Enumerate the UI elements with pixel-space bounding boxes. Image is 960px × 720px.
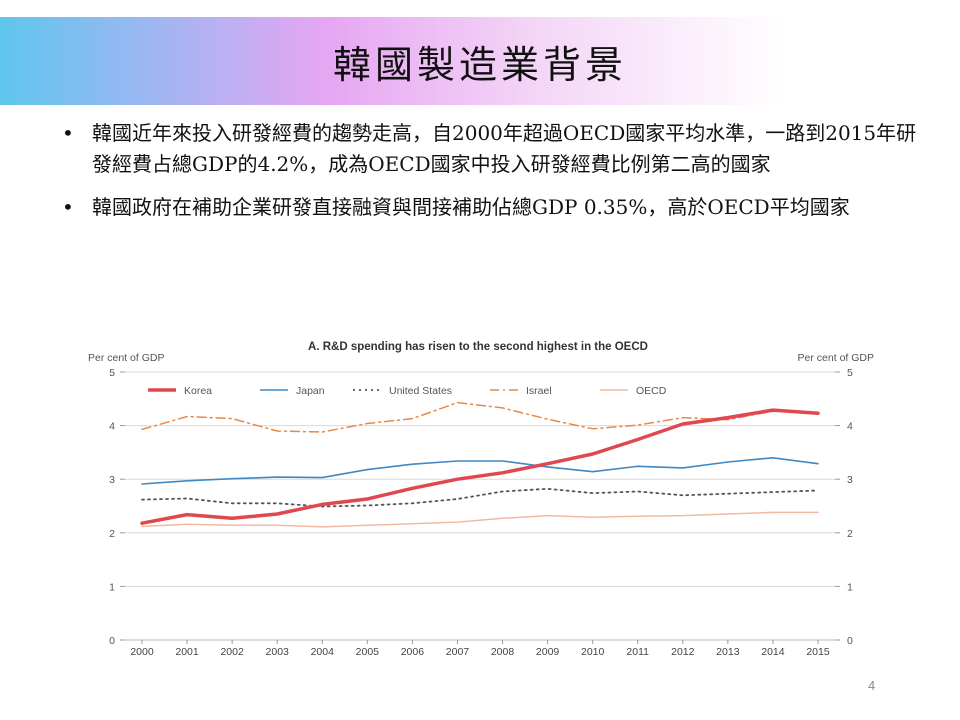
- x-tick-label: 2010: [581, 646, 605, 658]
- y-tick-label-left: 4: [109, 421, 115, 433]
- x-tick-label: 2011: [626, 646, 649, 658]
- bullet-item: • 韓國政府在補助企業研發直接融資與間接補助佔總GDP 0.35%，高於OECD平…: [58, 192, 918, 223]
- bullet-text: 韓國近年來投入研發經費的趨勢走高，自2000年超過OECD國家平均水準，一路到2…: [92, 121, 917, 176]
- series-line-japan: [141, 457, 819, 485]
- x-tick-label: 2005: [356, 646, 380, 658]
- x-tick-label: 2000: [130, 646, 154, 658]
- rd-spending-chart: A. R&D spending has risen to the second …: [88, 341, 874, 658]
- y-tick-label-right: 3: [847, 474, 853, 486]
- title-band: [0, 17, 960, 105]
- x-tick-label: 2003: [266, 646, 290, 658]
- y-tick-label-right: 2: [847, 528, 853, 540]
- x-tick-label: 2006: [401, 646, 425, 658]
- legend-label: United States: [389, 385, 452, 397]
- chart-title: A. R&D spending has risen to the second …: [308, 341, 648, 353]
- series-line-korea: [140, 408, 820, 525]
- bullet-item: • 韓國近年來投入研發經費的趨勢走高，自2000年超過OECD國家平均水準，一路到…: [58, 118, 918, 180]
- y-tick-label-right: 1: [847, 581, 853, 593]
- x-tick-label: 2013: [716, 646, 740, 658]
- chart-container: A. R&D spending has risen to the second …: [80, 330, 880, 665]
- y-axis-label-left: Per cent of GDP: [88, 352, 164, 364]
- legend-label: Japan: [296, 385, 325, 397]
- y-tick-label-left: 2: [109, 528, 115, 540]
- legend-label: Korea: [184, 385, 212, 397]
- x-tick-label: 2008: [491, 646, 515, 658]
- bullet-dot-icon: •: [62, 121, 74, 145]
- x-tick-label: 2007: [446, 646, 470, 658]
- x-tick-label: 2001: [175, 646, 199, 658]
- y-tick-label-right: 5: [847, 367, 853, 379]
- legend-label: Israel: [526, 385, 552, 397]
- x-tick-label: 2014: [761, 646, 785, 658]
- legend-label: OECD: [636, 385, 667, 397]
- slide-title: 韓國製造業背景: [332, 43, 627, 87]
- page-number: 4: [868, 678, 876, 693]
- bullet-dot-icon: •: [62, 195, 74, 219]
- y-tick-label-left: 5: [109, 367, 115, 379]
- bullet-list: • 韓國近年來投入研發經費的趨勢走高，自2000年超過OECD國家平均水準，一路到…: [58, 118, 918, 235]
- y-tick-label-right: 4: [847, 421, 853, 433]
- y-tick-label-left: 3: [109, 474, 115, 486]
- y-tick-label-left: 1: [109, 581, 115, 593]
- x-tick-label: 2009: [536, 646, 560, 658]
- y-tick-label-left: 0: [109, 635, 115, 647]
- y-tick-label-right: 0: [847, 635, 853, 647]
- x-tick-label: 2015: [806, 646, 830, 658]
- x-tick-label: 2002: [220, 646, 244, 658]
- x-tick-label: 2012: [671, 646, 695, 658]
- series-line-united-states: [141, 487, 819, 508]
- x-tick-label: 2004: [311, 646, 335, 658]
- y-axis-label-right: Per cent of GDP: [798, 352, 874, 364]
- bullet-text: 韓國政府在補助企業研發直接融資與間接補助佔總GDP 0.35%，高於OECD平均…: [92, 195, 850, 219]
- series-line-israel: [141, 401, 819, 433]
- series-line-oecd: [141, 511, 819, 528]
